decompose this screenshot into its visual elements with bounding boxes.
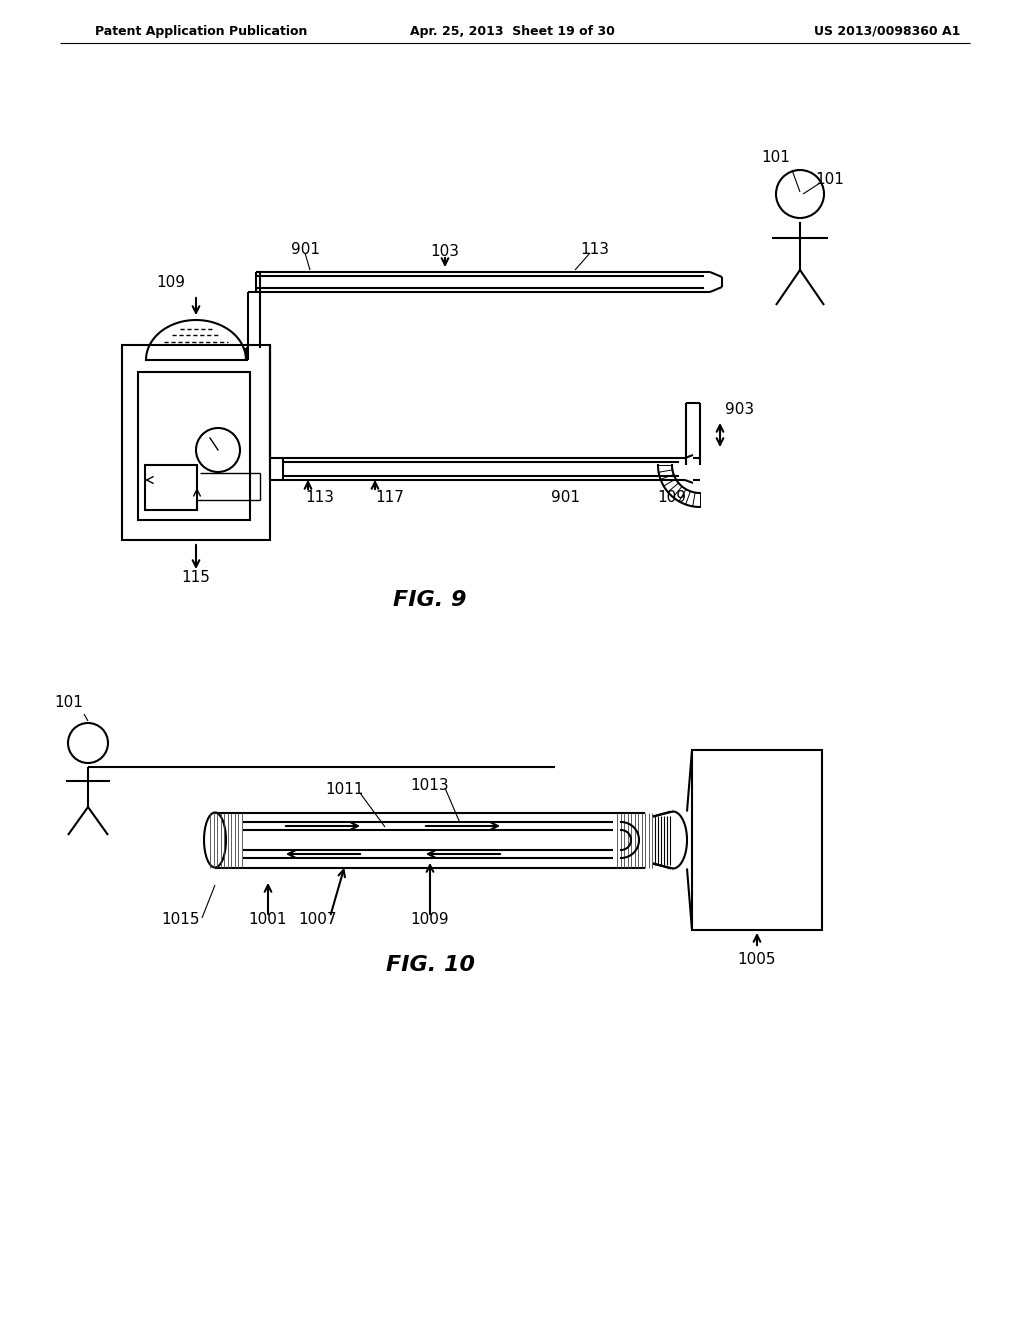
Text: FIG. 10: FIG. 10: [385, 954, 474, 975]
Text: 109: 109: [156, 275, 185, 290]
Text: 117: 117: [376, 491, 404, 506]
Text: 1005: 1005: [737, 952, 776, 968]
Text: FIG. 9: FIG. 9: [393, 590, 467, 610]
Text: 1001: 1001: [249, 912, 288, 928]
Bar: [145, 465, 197, 510]
Text: Patent Application Publication: Patent Application Publication: [95, 25, 307, 38]
Bar: [122, 345, 270, 540]
Bar: [692, 750, 822, 931]
Text: 101: 101: [54, 696, 83, 710]
Text: 1013: 1013: [411, 777, 450, 792]
Text: 1009: 1009: [411, 912, 450, 928]
Text: 115: 115: [181, 570, 211, 586]
Text: 903: 903: [725, 403, 754, 417]
Text: 103: 103: [430, 244, 460, 260]
Text: 901: 901: [291, 243, 319, 257]
Text: US 2013/0098360 A1: US 2013/0098360 A1: [814, 25, 961, 38]
Text: 901: 901: [551, 491, 580, 506]
Text: 113: 113: [305, 491, 335, 506]
Text: 1011: 1011: [326, 783, 365, 797]
Text: Apr. 25, 2013  Sheet 19 of 30: Apr. 25, 2013 Sheet 19 of 30: [410, 25, 614, 38]
Text: 101: 101: [761, 150, 790, 165]
Text: 113: 113: [581, 243, 609, 257]
Text: 1007: 1007: [299, 912, 337, 928]
Text: 101: 101: [815, 173, 845, 187]
Bar: [138, 372, 250, 520]
Text: 1015: 1015: [162, 912, 200, 928]
Text: 109: 109: [657, 491, 686, 506]
